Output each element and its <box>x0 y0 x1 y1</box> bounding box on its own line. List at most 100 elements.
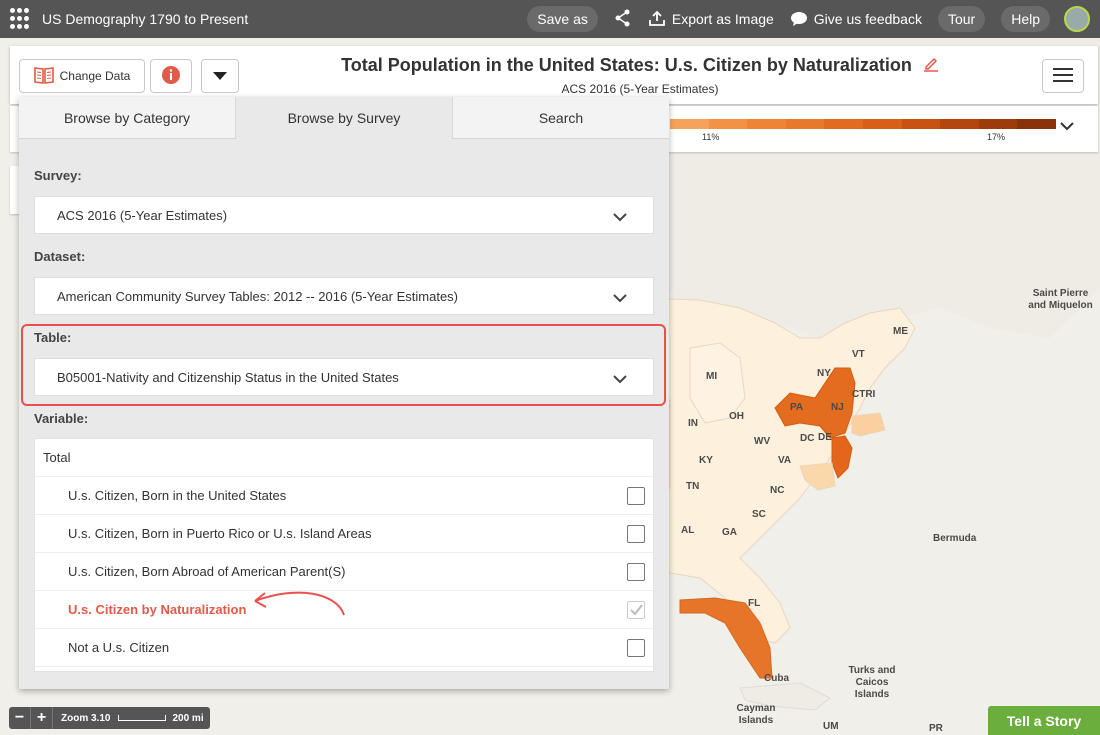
hamburger-icon <box>1053 67 1073 85</box>
legend-tick-17: 17% <box>987 132 1006 142</box>
legend-color-bar <box>670 119 1056 129</box>
tour-button[interactable]: Tour <box>937 6 986 32</box>
scale-label: 200 mi <box>172 712 204 724</box>
info-button[interactable] <box>150 59 192 93</box>
map-label-sc: SC <box>752 509 766 520</box>
legend-expand-chevron-icon[interactable] <box>1060 118 1074 136</box>
map-label-ga: GA <box>722 527 737 538</box>
survey-select[interactable]: ACS 2016 (5-Year Estimates) <box>34 196 654 234</box>
map-label-nc: NC <box>770 485 785 496</box>
annotation-arrow-icon <box>254 591 345 616</box>
variable-label-text: U.s. Citizen by Naturalization <box>68 602 247 617</box>
scale-bar <box>118 715 167 721</box>
map-subtitle: ACS 2016 (5-Year Estimates) <box>561 82 719 96</box>
tell-a-story-button[interactable]: Tell a Story <box>988 706 1100 735</box>
map-label-pr: PR <box>929 723 943 734</box>
map-label-in: IN <box>688 418 698 429</box>
map-label-bermuda: Bermuda <box>933 533 977 544</box>
legend-swatch <box>862 119 902 129</box>
table-highlight-annotation <box>21 324 666 406</box>
export-icon <box>648 11 666 27</box>
zoom-in-button[interactable]: + <box>31 707 53 729</box>
table-select-value: B05001-Nativity and Citizenship Status i… <box>57 369 399 385</box>
app-title[interactable]: US Demography 1790 to Present <box>42 11 249 27</box>
map-label-cuba: Cuba <box>764 673 789 684</box>
variable-row[interactable]: U.s. Citizen, Born Abroad of American Pa… <box>35 553 653 591</box>
variable-row[interactable]: U.s. Citizen by Naturalization <box>35 591 653 629</box>
variable-checkbox[interactable] <box>627 601 645 619</box>
map-label-ny: NY <box>817 368 831 379</box>
export-image-button[interactable]: Export as Image <box>648 11 774 27</box>
zoom-level: Zoom 3.10 <box>61 712 111 724</box>
variable-row[interactable]: Total <box>35 439 653 477</box>
browse-tabs: Browse by Category Browse by Survey Sear… <box>19 97 669 139</box>
variable-row[interactable]: U.s. Citizen, Born in the United States <box>35 477 653 515</box>
dataset-select[interactable]: American Community Survey Tables: 2012 -… <box>34 277 654 315</box>
tab-search[interactable]: Search <box>453 97 669 139</box>
legend-swatch <box>785 119 825 129</box>
map-label-nj: NJ <box>831 402 844 413</box>
legend-swatch <box>940 119 979 129</box>
speech-bubble-icon <box>790 11 808 27</box>
legend-swatch <box>901 119 941 129</box>
zoom-out-button[interactable]: − <box>9 707 31 729</box>
variable-row[interactable]: Not a U.s. Citizen <box>35 629 653 667</box>
share-button[interactable] <box>614 9 632 30</box>
dataset-label: Dataset: <box>34 249 86 264</box>
zoom-control: − + Zoom 3.10 200 mi <box>9 707 210 729</box>
legend-swatch <box>708 119 748 129</box>
edit-pencil-icon[interactable] <box>923 56 939 77</box>
caret-down-icon <box>213 69 227 83</box>
map-label-fl: FL <box>748 598 761 609</box>
hamburger-menu-button[interactable] <box>1042 59 1084 93</box>
table-label: Table: <box>34 330 72 345</box>
variable-checkbox[interactable] <box>627 563 645 581</box>
variable-list[interactable]: Total U.s. Citizen, Born in the United St… <box>34 438 654 672</box>
chevron-down-icon <box>613 291 627 306</box>
feedback-label: Give us feedback <box>813 11 922 27</box>
tab-browse-by-category[interactable]: Browse by Category <box>19 97 236 139</box>
checkmark-icon <box>630 604 643 616</box>
map-label-tn: TN <box>686 481 700 492</box>
survey-select-value: ACS 2016 (5-Year Estimates) <box>57 207 228 223</box>
feedback-button[interactable]: Give us feedback <box>790 11 922 27</box>
map-label-me: ME <box>893 326 908 337</box>
map-label-um: UM <box>823 721 839 732</box>
user-avatar[interactable] <box>1064 6 1090 32</box>
options-dropdown-button[interactable] <box>201 59 239 93</box>
app-logo-icon[interactable] <box>10 8 32 30</box>
survey-label: Survey: <box>34 168 82 183</box>
variable-checkbox[interactable] <box>627 487 645 505</box>
change-data-button[interactable]: Change Data <box>19 59 145 93</box>
legend-swatch <box>1017 119 1056 129</box>
change-data-label: Change Data <box>59 69 131 83</box>
chevron-down-icon <box>613 210 627 225</box>
map-label-al: AL <box>681 525 695 536</box>
map-label-de: DE <box>818 432 832 443</box>
variable-label-text: Not a U.s. Citizen <box>68 640 170 655</box>
variable-label-text: Total <box>43 450 71 465</box>
map-label-vt: VT <box>852 349 865 360</box>
side-panel-stub <box>10 166 20 214</box>
legend-swatch <box>824 119 863 129</box>
help-button[interactable]: Help <box>1001 6 1050 32</box>
map-label-turks: Turks and Caicos Islands <box>848 665 896 700</box>
variable-label: Variable: <box>34 411 89 426</box>
map-title-text: Total Population in the United States: U… <box>341 55 912 75</box>
table-select[interactable]: B05001-Nativity and Citizenship Status i… <box>34 358 654 396</box>
save-as-button[interactable]: Save as <box>527 6 598 32</box>
dataset-select-value: American Community Survey Tables: 2012 -… <box>57 288 459 304</box>
variable-label-text: U.s. Citizen, Born in Puerto Rico or U.s… <box>68 526 372 541</box>
variable-checkbox[interactable] <box>627 525 645 543</box>
share-icon <box>614 9 632 30</box>
change-data-panel: Browse by Category Browse by Survey Sear… <box>19 97 669 689</box>
info-icon <box>161 65 181 88</box>
chevron-down-icon <box>613 372 627 387</box>
map-label-wv: WV <box>754 436 771 447</box>
tab-browse-by-survey[interactable]: Browse by Survey <box>236 97 453 139</box>
map-header-panel: Change Data Total Population in the Unit… <box>10 46 1098 104</box>
variable-label-text: U.s. Citizen, Born in the United States <box>68 488 287 503</box>
legend-swatch <box>978 119 1018 129</box>
variable-row[interactable]: U.s. Citizen, Born in Puerto Rico or U.s… <box>35 515 653 553</box>
variable-checkbox[interactable] <box>627 639 645 657</box>
